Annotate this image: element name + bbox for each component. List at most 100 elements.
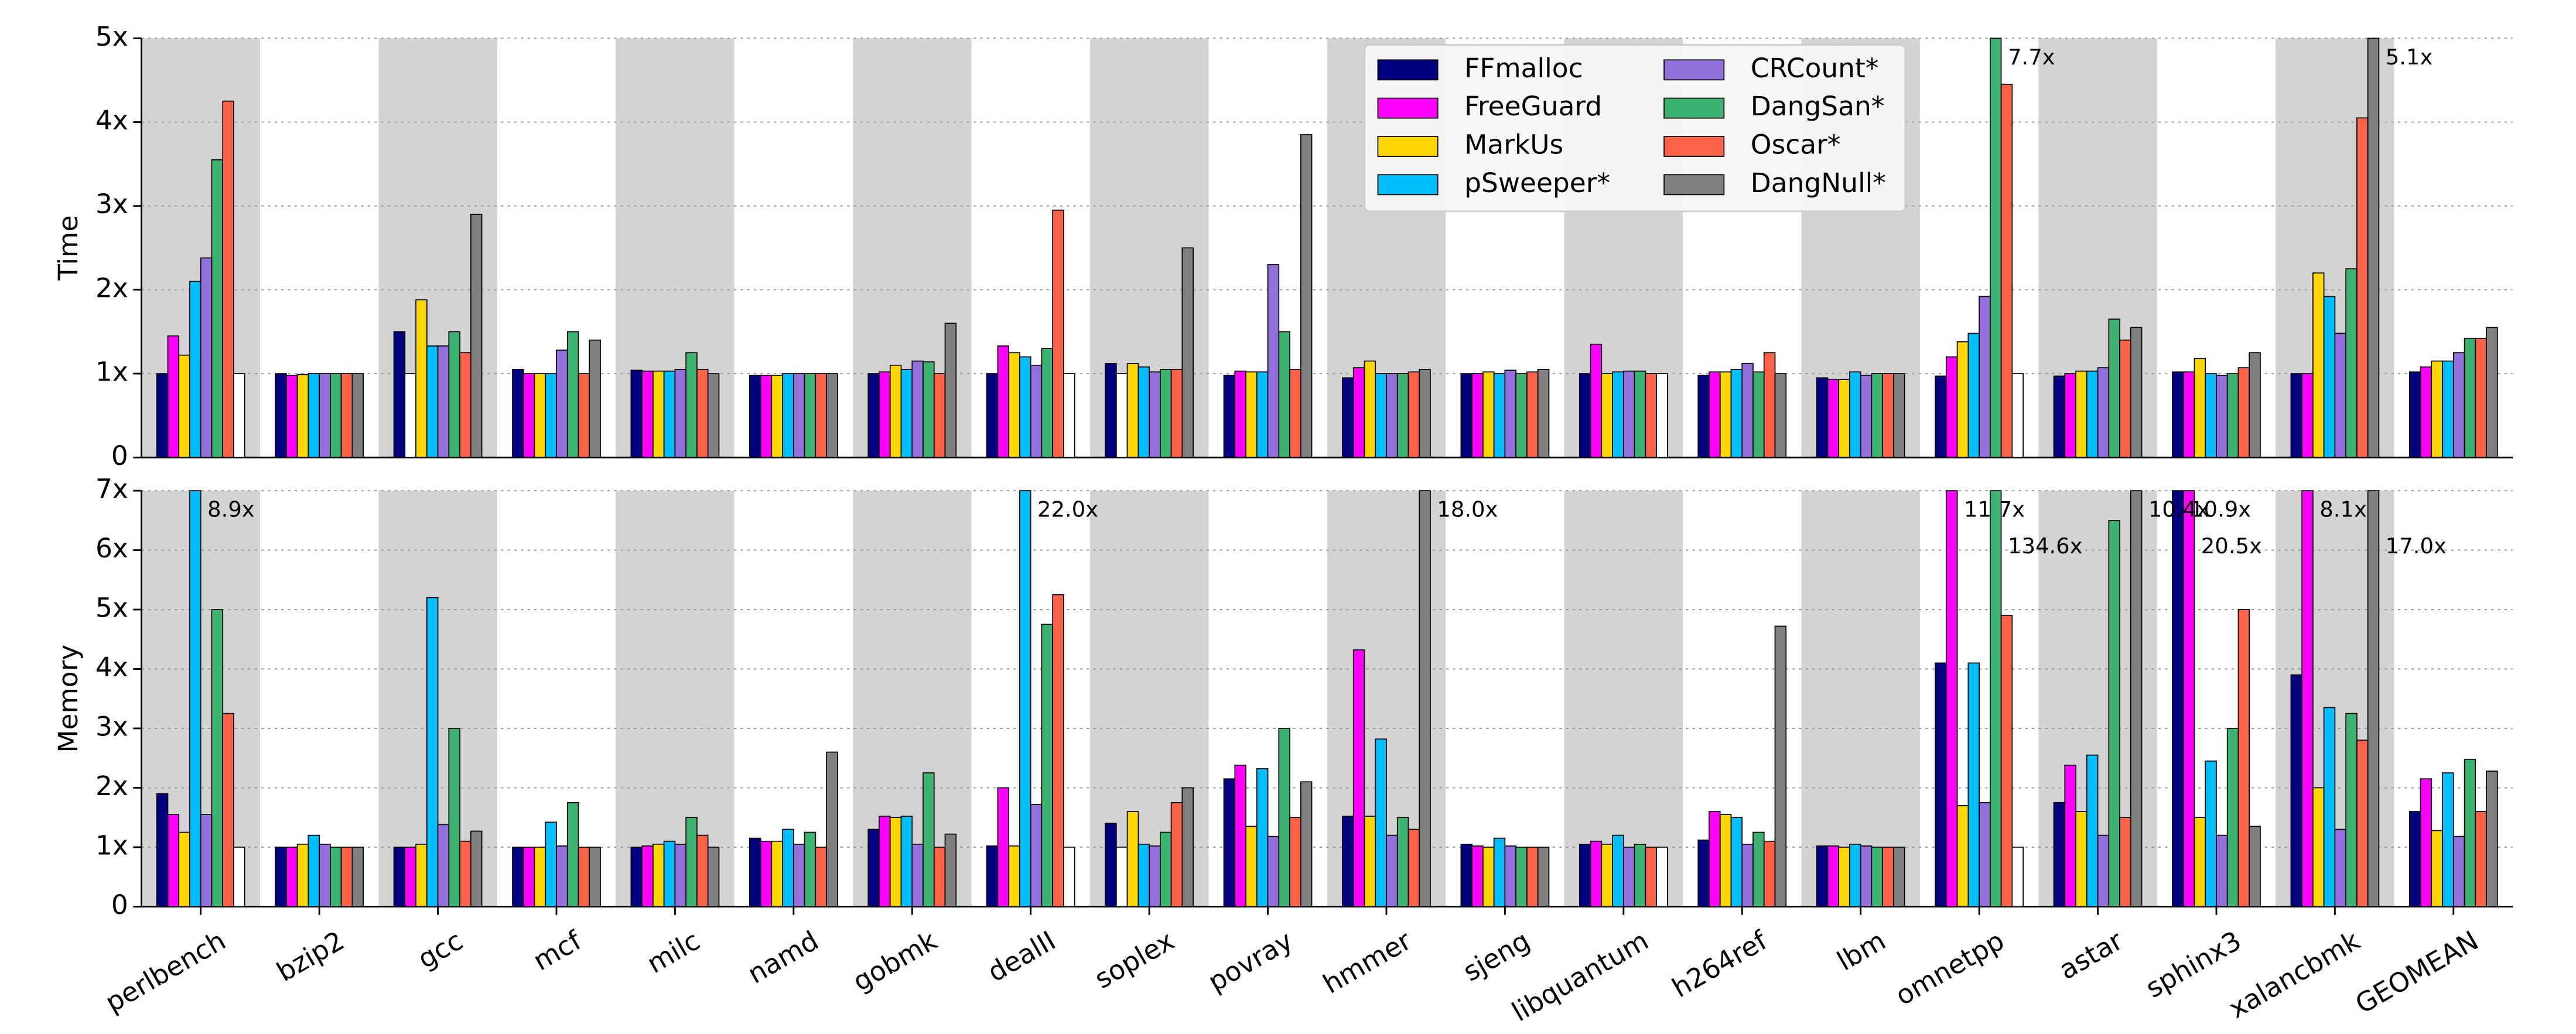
bar [933, 847, 946, 908]
bar [1052, 594, 1064, 908]
legend-label: DangNull* [1751, 167, 1886, 198]
bar [1730, 369, 1743, 458]
y-tick-label: 0 [111, 440, 128, 471]
bar [2431, 360, 2443, 458]
bar [1612, 834, 1624, 908]
bar [1289, 369, 1301, 458]
bar [340, 373, 353, 458]
bar [1838, 847, 1850, 908]
bar [2420, 366, 2432, 458]
bar [900, 369, 913, 458]
bar [556, 845, 568, 908]
bar [2464, 758, 2476, 908]
bar [1849, 371, 1861, 458]
bar [1019, 356, 1031, 458]
bar [1386, 834, 1398, 908]
bar [1979, 296, 1991, 458]
y-axis-label: Time [53, 215, 84, 281]
legend: FFmalloc FreeGuard MarkUs pSweeper* CRCount*… [1364, 44, 1907, 213]
bar [1181, 787, 1194, 908]
bar [2130, 490, 2143, 908]
bar [2000, 615, 2013, 908]
bar [1471, 373, 1484, 458]
bar [911, 843, 924, 908]
bar [286, 375, 298, 458]
bar [707, 373, 720, 458]
bar [2290, 674, 2302, 908]
bar [1515, 373, 1528, 458]
bar [1656, 847, 1668, 908]
bar [2064, 765, 2076, 908]
bar [1882, 847, 1894, 908]
bar [1300, 781, 1313, 908]
bar [889, 364, 902, 458]
bar [426, 597, 439, 908]
y-tick-label: 4x [95, 652, 128, 683]
bar [1352, 649, 1365, 908]
bar [1234, 370, 1246, 458]
bar [286, 847, 298, 908]
bar [641, 370, 654, 458]
bar [1697, 839, 1710, 908]
bar [2356, 739, 2369, 908]
bar [2182, 371, 2195, 458]
bar [1645, 847, 1657, 908]
bar [2249, 352, 2261, 458]
bar [2075, 370, 2088, 458]
bar [2431, 830, 2443, 908]
bar [2097, 834, 2110, 908]
bar [652, 370, 665, 458]
bar [1945, 490, 1958, 908]
y-tick-label: 2x [95, 771, 128, 802]
bar [2194, 817, 2206, 908]
bar [1979, 802, 1991, 908]
bar [1289, 817, 1301, 908]
bar [923, 361, 935, 458]
bar [1482, 847, 1495, 908]
bar [1041, 348, 1054, 458]
bar [1267, 836, 1280, 908]
bar [944, 323, 957, 458]
bar [630, 847, 643, 908]
bar [2194, 358, 2206, 458]
bar [1945, 356, 1958, 458]
bar [578, 847, 590, 908]
bar [1827, 845, 1840, 908]
bar [1278, 728, 1290, 908]
bar [641, 845, 654, 908]
legend-label: CRCount* [1751, 53, 1879, 84]
bar [1709, 371, 1721, 458]
bar [1460, 373, 1473, 458]
bar [1893, 373, 1905, 458]
bar [1709, 811, 1721, 908]
bar [1181, 247, 1194, 458]
bar [1579, 843, 1591, 908]
bar [2000, 84, 2013, 458]
value-label: 134.6x [2008, 533, 2083, 559]
bar [1526, 847, 1539, 908]
legend-label: pSweeper* [1464, 167, 1610, 198]
bar [1935, 375, 1947, 458]
bar [2249, 826, 2261, 908]
bar [1245, 371, 1258, 458]
bar [2345, 713, 2358, 908]
bar [1601, 373, 1613, 458]
bar [1386, 373, 1398, 458]
bar [2182, 490, 2195, 908]
bar [749, 837, 761, 908]
bar [566, 802, 579, 908]
bar [1967, 333, 1980, 458]
bar [771, 840, 783, 908]
bar [1052, 210, 1064, 458]
bar [2053, 375, 2066, 458]
bar [233, 847, 245, 908]
bar [589, 339, 601, 458]
value-label: 20.5x [2201, 533, 2262, 559]
bar [1719, 371, 1732, 458]
legend-label: DangSan* [1751, 91, 1885, 122]
bar [459, 840, 472, 908]
bar [393, 331, 406, 458]
bar [630, 369, 643, 458]
bar [2420, 778, 2432, 908]
value-label: 10.4x [2148, 497, 2209, 522]
